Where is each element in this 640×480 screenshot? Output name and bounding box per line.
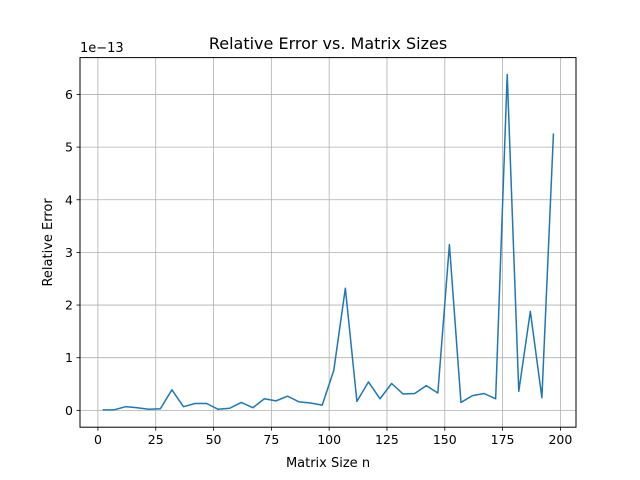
y-tick-label: 6 bbox=[65, 87, 73, 102]
y-tick-label: 3 bbox=[65, 245, 73, 260]
x-tick-label: 125 bbox=[375, 432, 399, 447]
grid bbox=[80, 57, 576, 428]
y-tick-label: 4 bbox=[65, 192, 73, 207]
series-line bbox=[102, 73, 555, 411]
x-tick-label: 200 bbox=[548, 432, 572, 447]
y-axis-ticks: 0 1 2 3 4 5 6 bbox=[65, 87, 80, 418]
y-axis-label: Relative Error bbox=[41, 198, 56, 287]
y-tick-label: 2 bbox=[65, 298, 73, 313]
x-axis-label: Matrix Size n bbox=[286, 456, 370, 471]
x-tick-label: 150 bbox=[433, 432, 457, 447]
x-tick-label: 100 bbox=[317, 432, 341, 447]
y-tick-label: 1 bbox=[65, 350, 73, 365]
x-axis-ticks: 0 25 50 75 100 125 150 175 200 bbox=[94, 427, 572, 447]
y-tick-label: 0 bbox=[65, 403, 73, 418]
x-tick-label: 25 bbox=[148, 432, 164, 447]
y-axis-multiplier: 1e−13 bbox=[80, 41, 124, 56]
x-tick-label: 0 bbox=[94, 432, 102, 447]
chart-title: Relative Error vs. Matrix Sizes bbox=[209, 34, 447, 53]
series-line-group bbox=[102, 73, 555, 411]
x-tick-label: 75 bbox=[263, 432, 279, 447]
x-tick-label: 175 bbox=[491, 432, 515, 447]
y-tick-label: 5 bbox=[65, 140, 73, 155]
plot-area-frame bbox=[79, 57, 577, 428]
x-tick-label: 50 bbox=[206, 432, 222, 447]
